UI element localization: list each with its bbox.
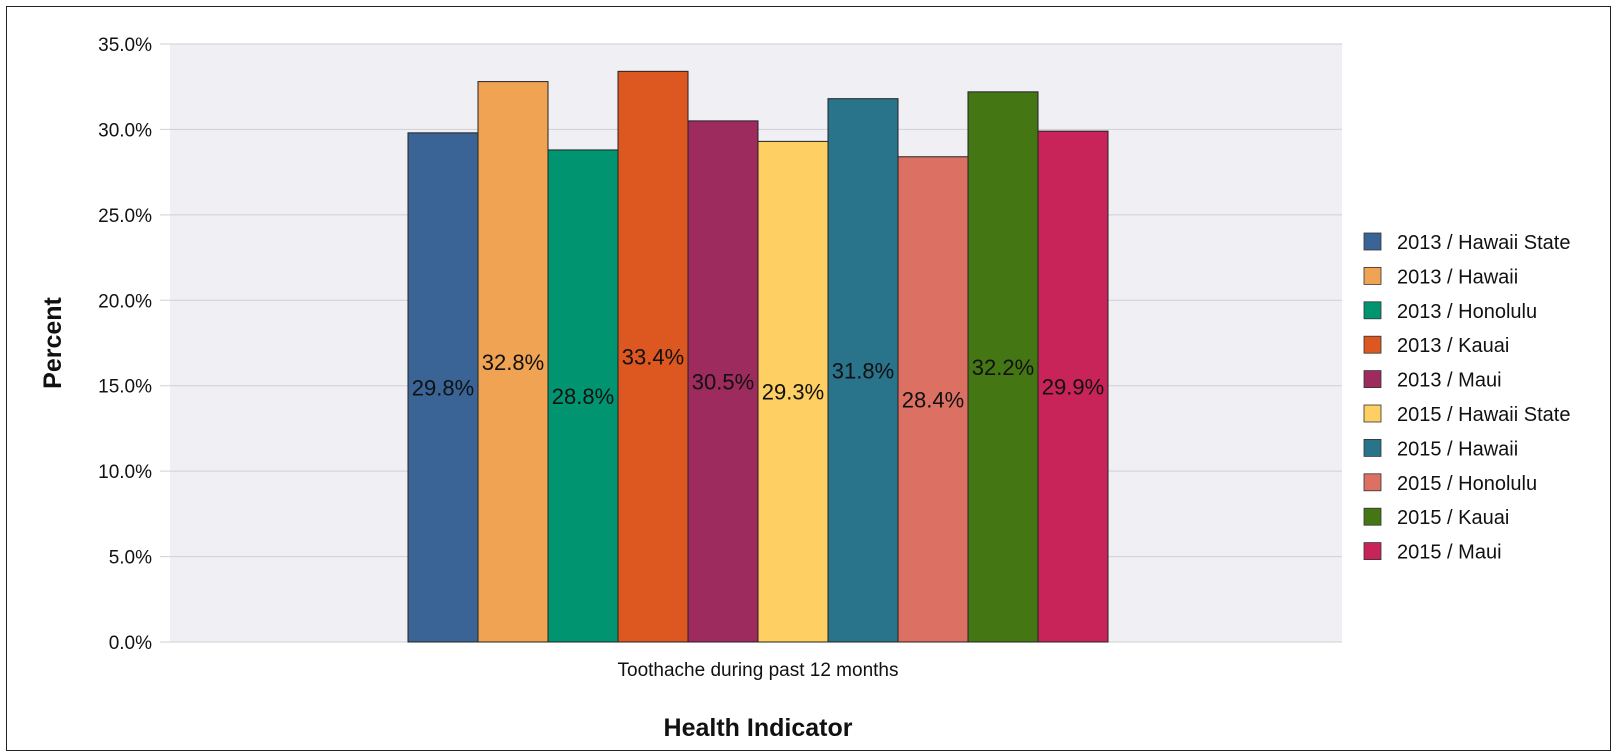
bars	[407, 70, 1109, 643]
legend-swatch	[1363, 542, 1382, 560]
legend-label: 2015 / Honolulu	[1397, 473, 1537, 495]
legend-swatch	[1363, 232, 1382, 251]
legend-label: 2013 / Kauai	[1397, 335, 1509, 357]
legend: 2013 / Hawaii State 2013 / Hawaii 2013 / H…	[1363, 232, 1570, 564]
legend-label: 2013 / Hawaii	[1397, 266, 1518, 288]
legend-label: 2015 / Hawaii	[1397, 438, 1518, 460]
legend-swatch	[1363, 473, 1382, 492]
legend-swatch	[1363, 370, 1382, 389]
data-label: 33.4%	[622, 345, 684, 370]
y-tick-label: 0.0%	[109, 633, 152, 654]
y-axis: 0.0% 5.0% 10.0% 15.0% 20.0% 25.0% 30.0% 35.0%	[98, 35, 152, 654]
data-label: 32.8%	[482, 350, 544, 375]
y-tick-label: 20.0%	[98, 291, 152, 312]
legend-label: 2013 / Maui	[1397, 370, 1502, 392]
data-label: 32.2%	[972, 355, 1034, 380]
legend-swatch	[1363, 404, 1382, 423]
bar	[407, 132, 479, 643]
y-tick-label: 15.0%	[98, 377, 152, 398]
data-labels: 29.8% 32.8% 28.8% 33.4% 30.5% 29.3% 31.8% 28.4%…	[412, 345, 1104, 413]
data-label: 28.8%	[552, 384, 614, 409]
bar	[757, 140, 829, 643]
data-label: 31.8%	[832, 358, 894, 383]
bar	[687, 120, 759, 643]
x-axis-title: Health Indicator	[664, 714, 853, 742]
legend-label: 2013 / Honolulu	[1397, 301, 1537, 323]
y-tick-label: 10.0%	[98, 462, 152, 483]
y-tick-label: 5.0%	[109, 548, 152, 569]
bar	[477, 81, 549, 643]
y-tick-label: 35.0%	[98, 35, 152, 56]
x-tick-label: Toothache during past 12 months	[618, 660, 899, 681]
bar	[1037, 130, 1109, 643]
legend-label: 2015 / Kauai	[1397, 507, 1509, 529]
data-label: 29.3%	[762, 380, 824, 405]
data-label: 29.8%	[412, 375, 474, 400]
data-label: 30.5%	[692, 369, 754, 394]
legend-swatch	[1363, 301, 1382, 320]
data-label: 29.9%	[1042, 375, 1104, 400]
legend-swatch	[1363, 266, 1382, 285]
legend-label: 2015 / Hawaii State	[1397, 404, 1570, 426]
y-tick-label: 30.0%	[98, 120, 152, 141]
data-label: 28.4%	[902, 387, 964, 412]
bar	[897, 156, 969, 643]
legend-label: 2015 / Maui	[1397, 542, 1502, 564]
bar	[827, 98, 899, 643]
y-axis-title: Percent	[39, 296, 67, 388]
legend-swatch	[1363, 438, 1382, 457]
y-tick-label: 25.0%	[98, 206, 152, 227]
legend-swatch	[1363, 335, 1382, 354]
legend-swatch	[1363, 507, 1382, 526]
legend-label: 2013 / Hawaii State	[1397, 232, 1570, 254]
